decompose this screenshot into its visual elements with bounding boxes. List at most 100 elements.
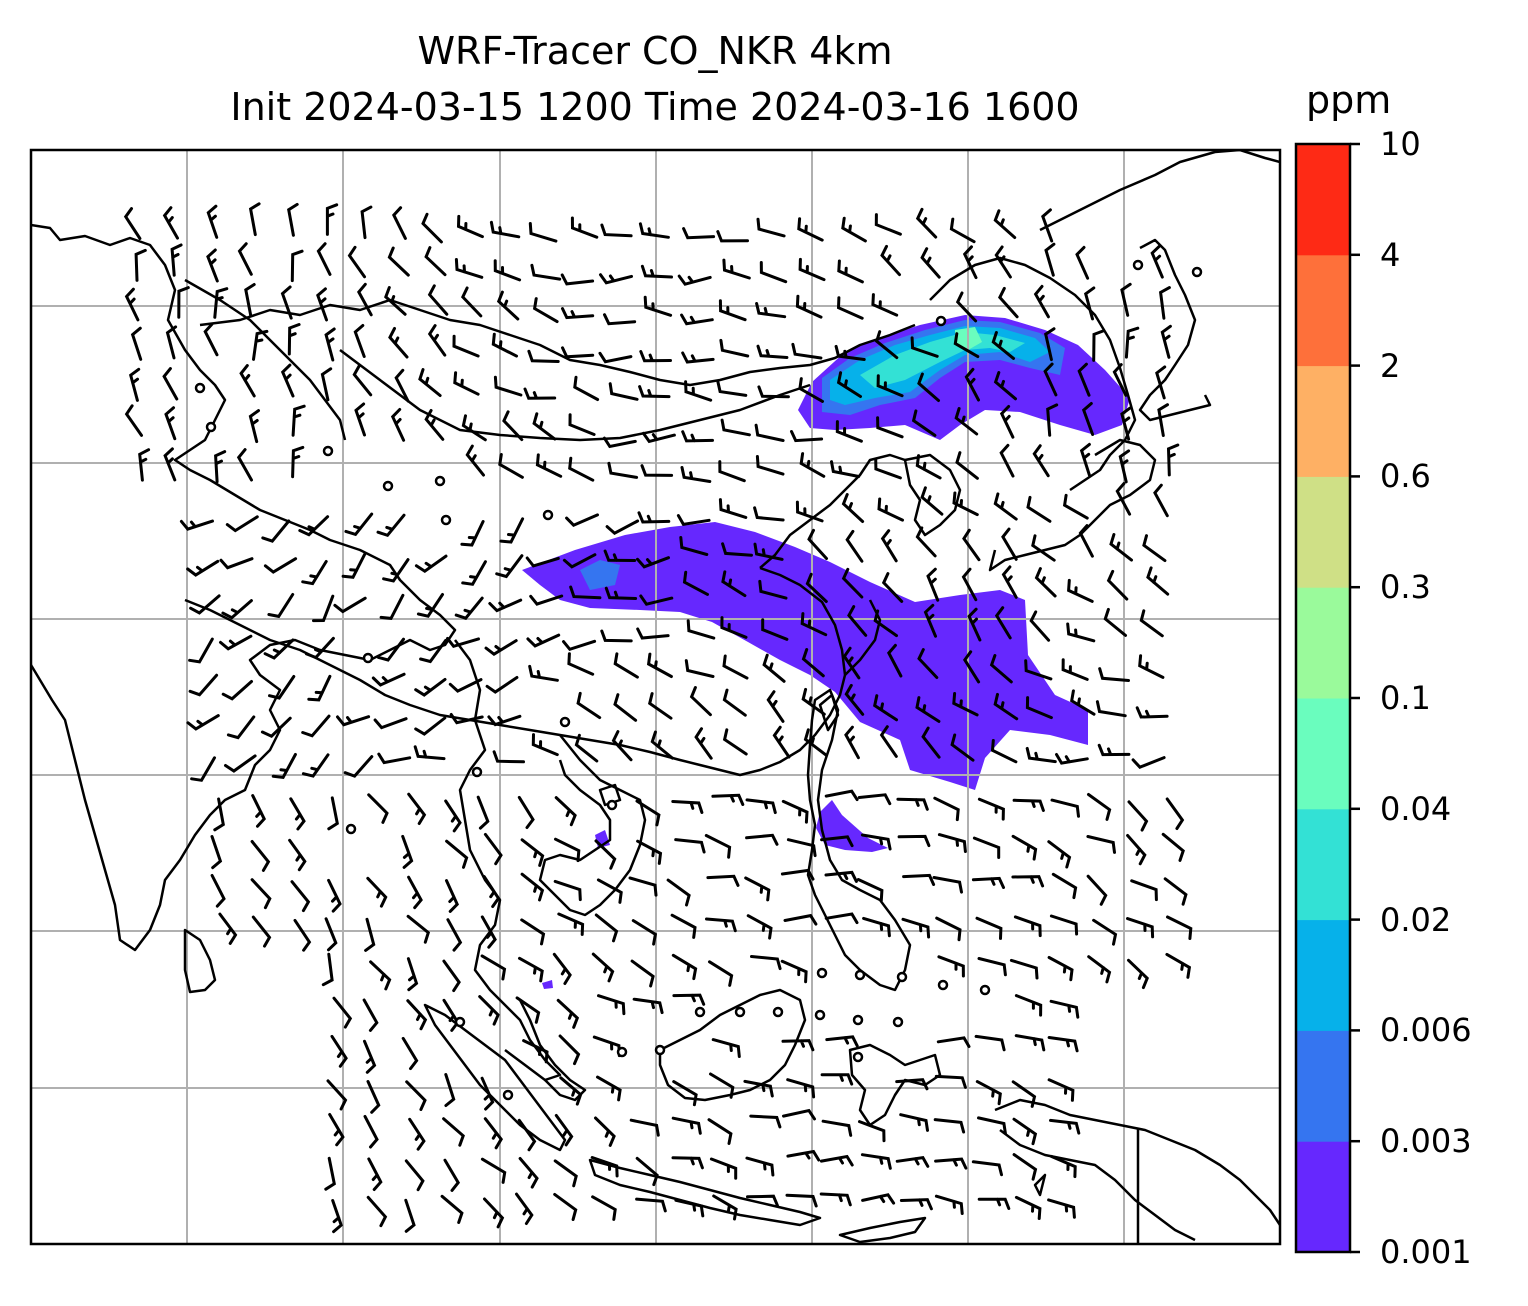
wind-barb (268, 675, 296, 700)
wind-barb (1044, 242, 1056, 277)
coastline-russia-far-east (929, 150, 1280, 492)
wind-barb (1166, 443, 1180, 477)
wind-barb (790, 430, 824, 443)
wind-barb (520, 838, 545, 867)
wind-barb (498, 453, 524, 479)
wind-barb (842, 646, 861, 680)
wind-barb (388, 327, 409, 359)
wind-barb (917, 372, 940, 402)
wind-barb (214, 450, 227, 484)
wind-barb (821, 1119, 853, 1137)
wind-barb (449, 713, 484, 725)
coastline-indochina (454, 639, 647, 1082)
wind-barb (239, 364, 256, 398)
wind-barb (1061, 658, 1089, 681)
wind-barb (758, 579, 788, 600)
wind-barb (331, 1199, 343, 1234)
wind-barb (360, 205, 373, 240)
wind-barb (845, 529, 864, 563)
wind-barb (453, 371, 480, 396)
wind-barb (307, 674, 332, 702)
wind-barb (327, 878, 342, 913)
calm-wind-circle (616, 1046, 628, 1058)
wind-barb (646, 652, 673, 678)
wind-barb (301, 714, 331, 738)
wind-barb (280, 363, 295, 398)
coastline-korea (903, 453, 962, 537)
wind-barb (289, 797, 306, 831)
wind-barb (407, 875, 423, 910)
wind-barb (1046, 403, 1059, 437)
wind-barb (712, 1194, 738, 1221)
wind-barb (576, 691, 602, 720)
wind-barb (677, 274, 712, 286)
wind-barb (1109, 533, 1133, 562)
wind-barb (515, 1192, 534, 1225)
wind-barb (1009, 958, 1039, 980)
calm-wind-circle (654, 1044, 666, 1056)
wind-barb (219, 557, 254, 570)
wind-barb (991, 331, 1015, 360)
wind-barb (206, 204, 219, 239)
wind-barb (440, 1194, 464, 1224)
wind-barb (934, 1194, 964, 1215)
wind-barb (681, 430, 714, 443)
wind-barb (1026, 495, 1052, 523)
wind-barb (759, 261, 788, 284)
wind-barb (413, 745, 446, 761)
wind-barb (267, 593, 295, 619)
wind-barb (1011, 875, 1045, 888)
wind-barb (384, 286, 407, 316)
wind-barb (972, 836, 1001, 859)
wind-barb (460, 520, 485, 547)
wind-barb (993, 492, 1018, 521)
wind-barb (860, 1153, 892, 1170)
wind-barb (321, 952, 334, 987)
wind-barb (1062, 493, 1089, 520)
wind-barb (830, 460, 861, 478)
wind-barb (671, 1116, 702, 1135)
wind-barb (405, 1080, 427, 1111)
wind-barb (1098, 667, 1130, 682)
wind-barb (394, 368, 410, 403)
wind-barb (844, 683, 865, 716)
coastline-sumatra (423, 1003, 567, 1152)
wind-barb (871, 293, 899, 317)
coastline-java (588, 1158, 822, 1227)
calm-wind-circle (454, 1016, 466, 1028)
wind-barb (421, 212, 443, 244)
wind-barb (674, 838, 706, 854)
wind-barb (1049, 1154, 1077, 1179)
wind-barb (911, 409, 937, 437)
wind-barb (932, 876, 963, 894)
wind-barb (797, 217, 824, 242)
wind-barb (401, 1036, 419, 1071)
calm-wind-circle (772, 1006, 784, 1018)
wind-barb (553, 1159, 578, 1188)
wind-barb (605, 519, 640, 536)
wind-barb (1055, 753, 1089, 765)
wind-barb (786, 1149, 821, 1162)
wind-barb (414, 554, 448, 574)
wind-barb (756, 217, 786, 238)
wind-barb (1031, 534, 1056, 562)
wind-barb (720, 616, 748, 639)
wind-barb (977, 797, 1005, 821)
wind-barb (316, 287, 328, 322)
wind-barb (362, 998, 379, 1032)
wind-barb (210, 835, 223, 870)
wind-barb (1047, 956, 1074, 982)
wind-barb (343, 755, 374, 778)
coastline-india (31, 223, 457, 952)
wind-barb (554, 796, 577, 827)
wind-barb (251, 915, 272, 948)
wind-barb (755, 455, 785, 476)
wind-barb (162, 367, 179, 401)
calm-wind-circle (979, 984, 991, 996)
wind-barb (676, 514, 711, 526)
wind-barb (772, 725, 791, 759)
wind-barb (684, 380, 713, 402)
wind-barb (1092, 918, 1118, 946)
wind-barb (807, 528, 828, 560)
colorbar-tick-label: 0.006 (1380, 1011, 1472, 1050)
